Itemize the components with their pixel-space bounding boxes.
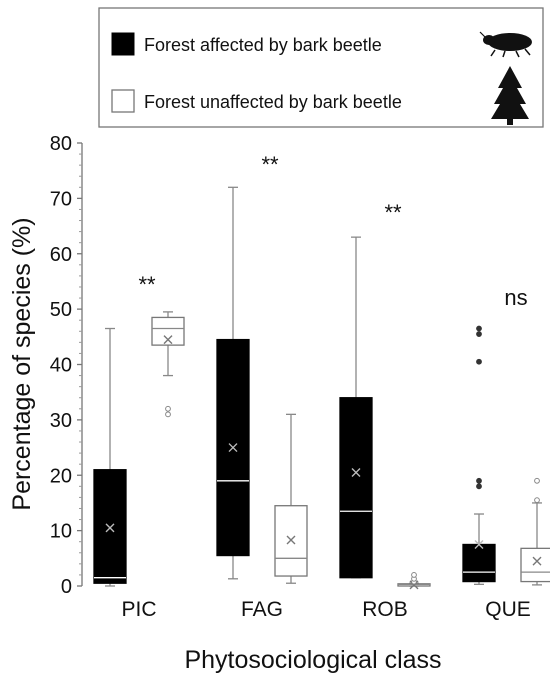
mean-marker (105, 523, 115, 533)
iqr-box (93, 469, 127, 584)
iqr-box (339, 397, 373, 579)
mean-marker (532, 556, 542, 566)
y-tick-label: 50 (50, 299, 72, 321)
significance-label: ** (384, 200, 402, 225)
y-tick-label: 10 (50, 521, 72, 543)
y-tick-label: 30 (50, 410, 72, 432)
x-category-label: QUE (485, 598, 531, 621)
legend-label-affected: Forest affected by bark beetle (144, 35, 382, 55)
y-tick-label: 60 (50, 244, 72, 266)
legend-label-unaffected: Forest unaffected by bark beetle (144, 92, 402, 112)
y-ticks: 0 10 20 30 40 50 60 70 80 (50, 133, 82, 598)
outlier-point (165, 411, 171, 418)
mean-marker (474, 539, 484, 549)
x-category-label: ROB (362, 598, 408, 621)
unaffected-box-pic (151, 311, 185, 418)
y-axis-title: Percentage of species (%) (8, 217, 36, 510)
affected-box-que (462, 325, 496, 585)
y-tick-label: 70 (50, 188, 72, 210)
outlier-point (476, 325, 482, 332)
iqr-box (274, 505, 308, 577)
unaffected-box-rob (397, 572, 431, 590)
iqr-box (151, 316, 185, 346)
y-minor-ticks (79, 153, 82, 576)
y-tick-label: 40 (50, 355, 72, 377)
outlier-point (476, 331, 482, 337)
significance-label: ** (261, 152, 279, 177)
legend-frame (98, 7, 544, 128)
x-category-label: PIC (121, 598, 156, 621)
legend-swatch-affected (111, 32, 135, 56)
y-tick-label: 20 (50, 465, 72, 487)
bark-beetle-icon (479, 31, 532, 58)
outlier-point (476, 483, 482, 490)
y-tick-label: 80 (50, 133, 72, 155)
conifer-tree-icon (491, 66, 529, 125)
outlier-point (476, 477, 482, 484)
legend-swatch-unaffected (111, 89, 135, 113)
outlier-point (411, 572, 417, 578)
mean-marker (286, 535, 296, 545)
outlier-point (534, 497, 540, 504)
mean-marker (351, 467, 361, 477)
significance-label: ns (504, 285, 527, 310)
unaffected-box-fag (274, 413, 308, 584)
affected-box-fag (216, 186, 250, 580)
x-category-label: FAG (241, 598, 283, 621)
mean-marker (163, 335, 173, 345)
x-category-labels: PIC FAG ROB QUE (121, 598, 530, 621)
mean-marker (228, 443, 238, 453)
legend: Forest affected by bark beetle Forest un… (98, 7, 544, 128)
outlier-point (476, 358, 482, 365)
boxes (93, 186, 550, 590)
affected-box-rob (339, 236, 373, 579)
outlier-point (534, 477, 540, 484)
iqr-box (462, 543, 496, 583)
significance-label: ** (138, 272, 156, 297)
significance-marks: ** ** ** ns (138, 152, 527, 310)
affected-box-pic (93, 327, 127, 587)
outlier-point (165, 405, 171, 412)
y-tick-label: 0 (61, 576, 72, 598)
unaffected-box-que (520, 477, 550, 586)
iqr-box (520, 547, 550, 583)
x-axis-title: Phytosociological class (184, 646, 441, 674)
